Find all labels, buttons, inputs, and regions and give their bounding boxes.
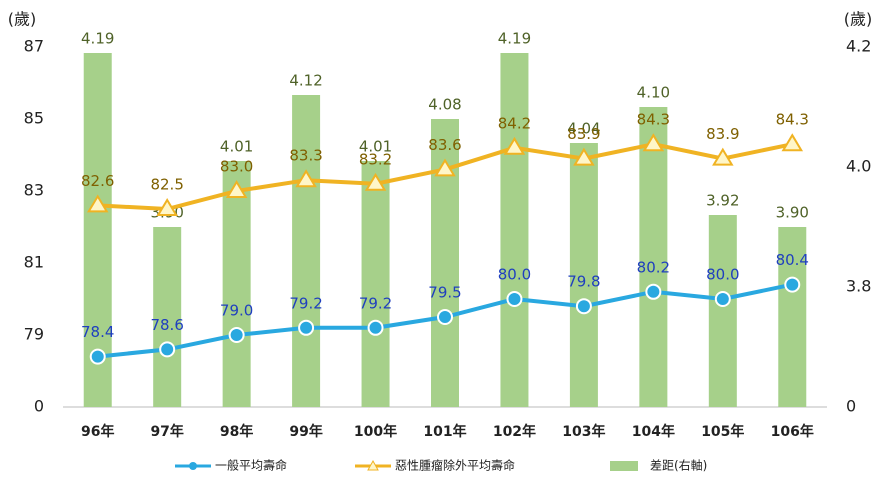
line-value-label: 79.5 [428,284,461,302]
x-tick-label: 100年 [354,423,397,440]
line-value-label: 84.3 [637,111,670,129]
y-tick-label: 81 [24,253,44,272]
x-tick-label: 101年 [423,423,466,440]
marker [506,291,523,307]
legend-marker [367,459,379,471]
bar [639,107,668,407]
marker [645,283,662,300]
bar [708,215,737,407]
marker [156,198,178,216]
bar [361,161,390,407]
bar-value-label: 4.19 [498,30,531,48]
marker [86,194,109,213]
marker [364,172,387,191]
y2-unit-label: (歲) [844,10,873,29]
marker [712,147,734,166]
y2-tick-label: 4.2 [846,37,871,56]
bar [778,227,807,407]
y-tick-label: 85 [24,109,44,128]
marker [784,276,801,293]
marker [367,319,384,336]
bar-value-label: 4.08 [428,96,461,114]
line-value-label: 79.2 [359,294,392,312]
marker [89,348,106,365]
bar [569,143,598,407]
line-value-label: 84.3 [776,111,809,129]
line-value-label: 83.0 [220,158,253,176]
bar-value-label: 3.90 [776,204,809,222]
line-value-label: 79.0 [220,302,253,320]
legend-label: 差距(右軸) [650,458,707,473]
line-value-label: 83.9 [567,125,600,143]
marker [434,158,456,177]
bar-value-label: 4.04 [567,120,600,138]
line-value-label: 84.2 [498,114,531,132]
marker [781,133,804,152]
line-value-label: 80.4 [776,251,809,269]
marker [437,309,453,325]
marker [159,341,176,358]
bar [153,227,182,407]
line-value-label: 83.2 [359,150,392,168]
line-value-label: 78.6 [150,316,183,334]
marker [225,180,248,198]
x-tick-label: 105年 [701,423,744,440]
x-tick-label: 104年 [632,423,675,440]
bar-value-label: 4.12 [289,72,322,90]
y-unit-label: (歲) [8,10,37,29]
bar [83,53,112,407]
line-value-label: 83.6 [428,136,461,154]
marker [228,327,245,343]
x-tick-label: 96年 [81,423,114,440]
legend-label: 一般平均壽命 [215,458,287,473]
line-value-label: 82.6 [81,172,114,190]
line-value-label: 78.4 [81,323,114,341]
x-tick-label: 98年 [220,423,253,440]
y-tick-label: 87 [24,37,44,56]
line-value-label: 83.9 [706,125,739,143]
marker [298,319,315,336]
x-tick-label: 106年 [771,423,814,440]
x-tick-label: 99年 [289,423,322,440]
legend-swatch [610,461,638,471]
marker [575,298,592,315]
bar-value-label: 4.01 [220,138,253,156]
legend-label: 惡性腫瘤除外平均壽命 [395,458,515,473]
x-tick-label: 102年 [493,423,536,440]
marker [642,133,665,152]
bar-value-label: 4.19 [81,30,114,48]
x-tick-label: 97年 [150,423,183,440]
line-value-label: 80.0 [706,266,739,284]
y2-tick-label: 4.0 [846,157,871,176]
marker [714,291,731,307]
marker [573,147,595,166]
bar [222,161,251,407]
marker [295,169,317,188]
bar-value-label: 3.92 [706,192,739,210]
line-value-label: 83.3 [289,147,322,165]
line-value-label: 80.0 [498,266,531,284]
x-tick-label: 103年 [562,423,605,440]
y2-tick-label: 3.8 [846,277,871,296]
y-tick-label: 0 [34,397,44,416]
legend-marker [189,462,197,470]
bar-value-label: 4.01 [359,138,392,156]
line-value-label: 79.8 [567,273,600,291]
y2-tick-label: 0 [846,397,856,416]
bar-value-label: 4.10 [637,84,670,102]
line-value-label: 82.5 [150,176,183,194]
marker [503,136,526,155]
y-tick-label: 79 [24,325,44,344]
line-value-label: 80.2 [637,258,670,276]
bar [292,95,321,407]
bar [500,53,529,407]
line-value-label: 79.2 [289,294,322,312]
y-tick-label: 83 [24,181,44,200]
